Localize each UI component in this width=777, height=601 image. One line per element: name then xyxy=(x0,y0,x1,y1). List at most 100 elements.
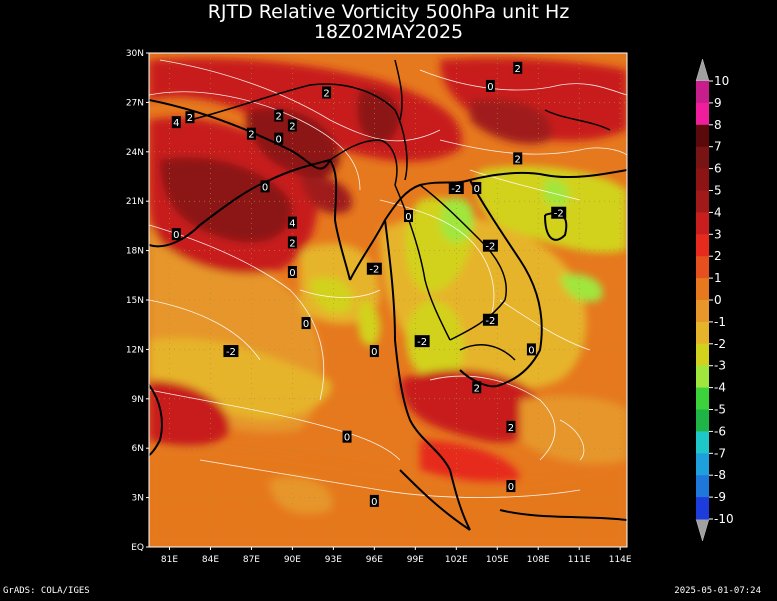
contour-label-box xyxy=(513,61,523,74)
colorbar-swatch xyxy=(696,321,709,345)
lon-tick-label: 90E xyxy=(284,555,301,565)
colorbar-label: 5 xyxy=(714,184,722,198)
colorbar-top-arrow xyxy=(695,58,710,82)
lat-tick-label: 6N xyxy=(132,444,144,454)
colorbar-bottom-arrow xyxy=(695,518,710,542)
contour-label: 2 xyxy=(472,381,482,394)
colorbar-swatch xyxy=(696,278,709,301)
contour-label: -2 xyxy=(414,335,430,348)
colorbar-swatch xyxy=(696,497,709,520)
colorbar-swatch xyxy=(696,365,709,389)
contour-label-box xyxy=(551,206,567,219)
colorbar-swatch xyxy=(696,212,709,235)
colorbar-label: 2 xyxy=(714,249,722,263)
contour-label: 2 xyxy=(287,236,297,249)
lon-tick-label: 96E xyxy=(366,555,383,565)
contour-label-text: 0 xyxy=(173,230,179,241)
colorbar-swatch xyxy=(696,453,709,476)
colorbar-label: 4 xyxy=(714,205,722,219)
contour-label-box xyxy=(366,262,382,275)
colorbar-swatch xyxy=(696,475,709,498)
contour-label-text: -2 xyxy=(226,347,236,358)
contour-label-box xyxy=(223,345,239,358)
contour-label-text: -2 xyxy=(485,242,495,253)
contour-label: 0 xyxy=(472,182,482,195)
contour-label-text: 2 xyxy=(474,383,480,394)
contour-label-box xyxy=(472,381,482,394)
colorbar-label: 8 xyxy=(714,118,722,132)
contour-label: 2 xyxy=(513,152,523,165)
lat-tick-label: 24N xyxy=(126,148,144,158)
contour-label-box xyxy=(482,239,498,252)
contour-label-text: 0 xyxy=(371,497,377,508)
contour-label-box xyxy=(369,345,379,358)
contour-label-box xyxy=(171,228,181,241)
contour-label: 0 xyxy=(274,132,284,146)
contour-label-text: 0 xyxy=(487,82,493,93)
colorbar-swatch xyxy=(696,102,709,126)
contour-label-box xyxy=(506,420,516,433)
lat-tick-label: 30N xyxy=(126,49,144,59)
contour-label: -2 xyxy=(366,262,382,276)
colorbar-label: 6 xyxy=(714,162,722,176)
contour-label-box xyxy=(526,343,536,356)
contour-label-text: 2 xyxy=(248,130,254,141)
contour-label: 2 xyxy=(322,86,332,100)
footer-timestamp: 2025-05-01-07:24 xyxy=(674,586,761,596)
colorbar-swatch xyxy=(696,343,709,367)
colorbar-label: 1 xyxy=(714,271,722,285)
contour-label-text: 0 xyxy=(405,212,411,223)
lat-tick-label: EQ xyxy=(131,543,144,553)
contour-label-text: 0 xyxy=(262,182,268,193)
contour-label-text: 2 xyxy=(289,238,295,249)
chart-title: RJTD Relative Vorticity 500hPa unit Hz xyxy=(207,1,570,23)
contour-label: 0 xyxy=(526,343,536,356)
lon-tick-label: 114E xyxy=(609,555,632,565)
lon-tick-label: 105E xyxy=(486,555,509,565)
contour-label-box xyxy=(287,216,297,229)
contour-label: 0 xyxy=(403,210,413,223)
contour-label-box xyxy=(448,182,464,195)
contour-label: 4 xyxy=(287,216,297,230)
contour-label-text: -2 xyxy=(417,337,427,348)
contour-label-text: 2 xyxy=(289,121,295,132)
contour-label-box xyxy=(485,79,495,92)
lon-tick-label: 108E xyxy=(527,555,550,565)
colorbar-label: -5 xyxy=(714,403,726,417)
contour-label-text: 0 xyxy=(508,482,514,493)
lat-tick-label: 12N xyxy=(126,345,144,355)
contour-label: 0 xyxy=(342,430,352,444)
contour-label-text: 0 xyxy=(303,319,309,330)
vorticity-field xyxy=(149,53,627,547)
contour-label-box xyxy=(260,180,270,193)
contour-label: 2 xyxy=(513,61,523,75)
colorbar-swatch xyxy=(696,234,709,257)
colorbar-label: -8 xyxy=(714,468,726,482)
contour-label: 0 xyxy=(506,480,516,493)
longitude-axis: 81E 84E 87E 90E 93E 96E 99E 102E 105E 108E 111E 114… xyxy=(161,547,632,565)
colorbar-label: -4 xyxy=(714,381,726,395)
contour-label: -2 xyxy=(551,206,567,220)
lat-tick-label: 15N xyxy=(126,296,144,306)
colorbar-label: -2 xyxy=(714,337,726,351)
contour-label-box xyxy=(301,317,311,330)
contour-label-box xyxy=(246,127,256,140)
colorbar-swatch xyxy=(696,256,709,279)
contour-label-box xyxy=(369,494,379,507)
contour-label-box xyxy=(342,430,352,443)
colorbar-swatch xyxy=(696,387,709,410)
contour-label-box xyxy=(513,152,523,165)
contour-label: -2 xyxy=(448,182,464,195)
colorbar-swatch xyxy=(696,190,709,213)
contour-label-box xyxy=(482,313,498,326)
contour-label-text: 2 xyxy=(515,64,521,75)
contour-label: 2 xyxy=(506,420,516,434)
contour-label: 4 xyxy=(171,116,181,129)
lat-tick-label: 27N xyxy=(126,98,144,108)
contour-lines xyxy=(149,59,627,498)
contour-label-box xyxy=(274,109,284,122)
contour-label-text: 0 xyxy=(528,345,534,356)
contour-label-text: 4 xyxy=(289,219,295,230)
